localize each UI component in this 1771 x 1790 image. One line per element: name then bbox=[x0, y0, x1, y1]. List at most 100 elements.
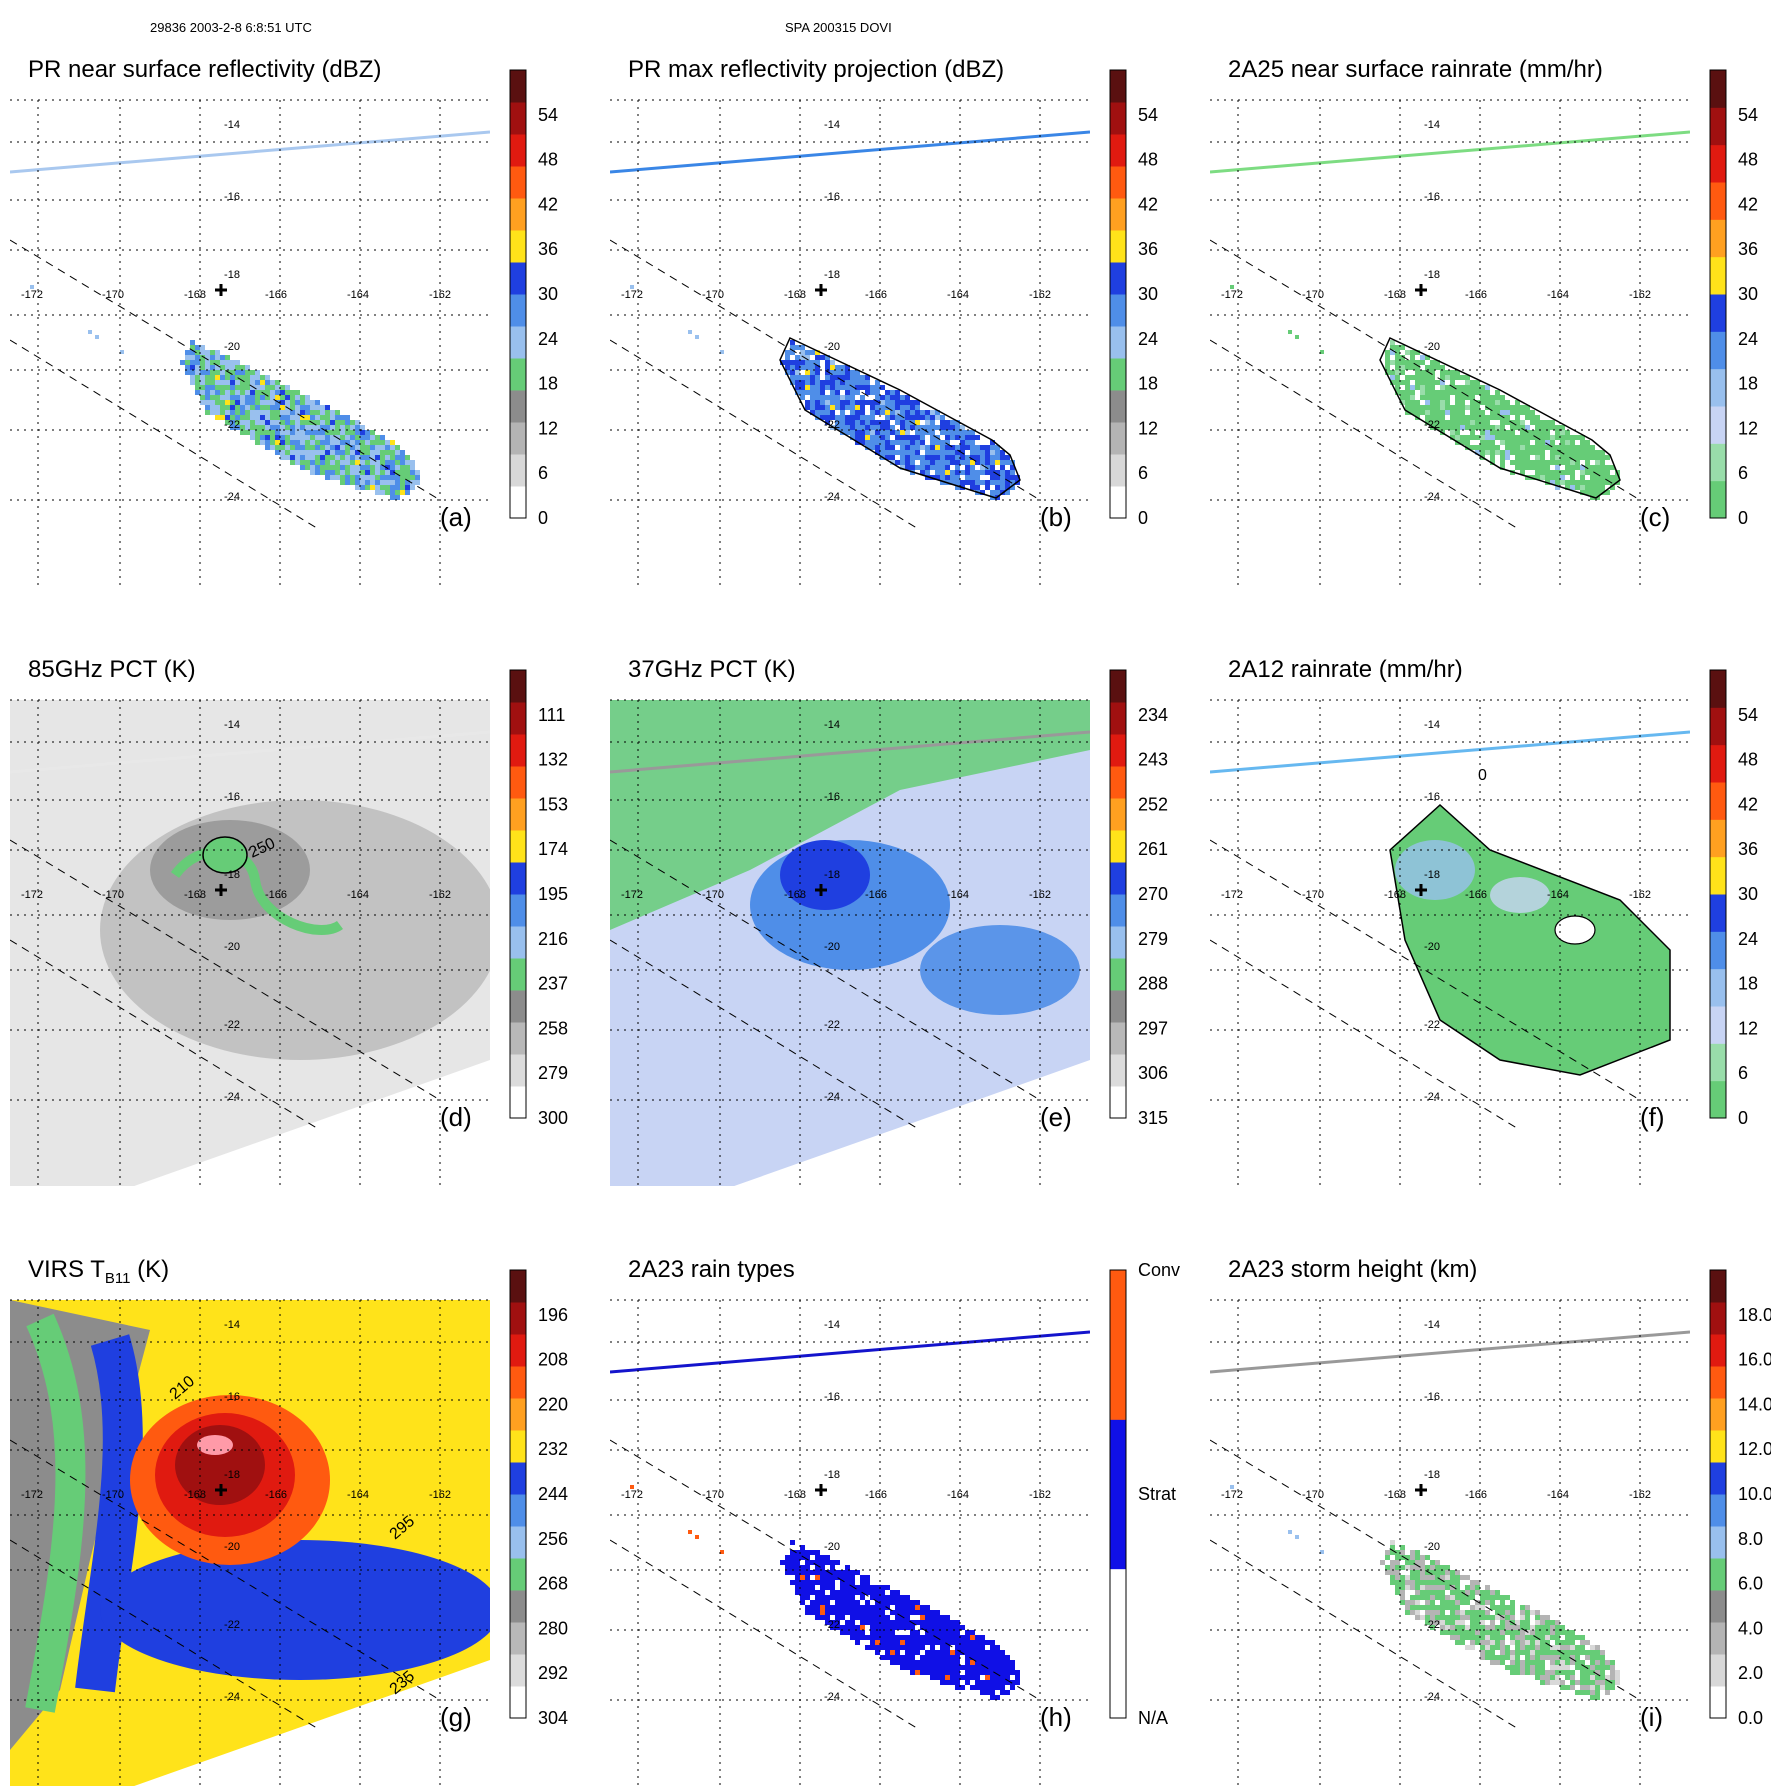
chart-svg: -172 -170 -168 -166 -164 -162-14-16-18-20-22-… bbox=[10, 669, 568, 1186]
data-pixel bbox=[895, 390, 900, 395]
data-pixel bbox=[380, 465, 385, 470]
data-pixel bbox=[250, 420, 255, 425]
data-pixel bbox=[930, 1670, 935, 1675]
data-pixel bbox=[820, 370, 825, 375]
data-pixel bbox=[185, 350, 190, 355]
data-pixel bbox=[1505, 1600, 1510, 1605]
data-pixel bbox=[1465, 1585, 1470, 1590]
data-pixel bbox=[895, 425, 900, 430]
colorbar-tick-label: 48 bbox=[1138, 150, 1158, 170]
data-pixel bbox=[1005, 1675, 1010, 1680]
data-pixel bbox=[1515, 1610, 1520, 1615]
data-pixel bbox=[1545, 1675, 1550, 1680]
data-pixel bbox=[315, 470, 320, 475]
data-pixel bbox=[945, 415, 950, 420]
data-pixel bbox=[935, 1620, 940, 1625]
data-pixel bbox=[990, 480, 995, 485]
data-pixel bbox=[1495, 450, 1500, 455]
data-pixel bbox=[920, 465, 925, 470]
data-pixel bbox=[1470, 1640, 1475, 1645]
data-pixel bbox=[1410, 1595, 1415, 1600]
data-pixel bbox=[875, 410, 880, 415]
lon-tick-label: -168 bbox=[784, 1489, 806, 1501]
data-pixel bbox=[1445, 410, 1450, 415]
data-pixel bbox=[1560, 1680, 1565, 1685]
data-pixel bbox=[210, 380, 215, 385]
colorbar-segment bbox=[1710, 1334, 1726, 1367]
data-pixel bbox=[855, 375, 860, 380]
data-pixel bbox=[1415, 350, 1420, 355]
data-pixel bbox=[920, 1630, 925, 1635]
data-pixel bbox=[875, 1625, 880, 1630]
data-pixel bbox=[965, 1670, 970, 1675]
colorbar-segment bbox=[1110, 926, 1126, 959]
data-pixel bbox=[215, 350, 220, 355]
data-pixel bbox=[1560, 1640, 1565, 1645]
data-pixel bbox=[1420, 390, 1425, 395]
colorbar-segment bbox=[1110, 454, 1126, 487]
data-pixel bbox=[295, 445, 300, 450]
data-pixel bbox=[1545, 425, 1550, 430]
data-pixel bbox=[950, 420, 955, 425]
data-pixel bbox=[875, 1615, 880, 1620]
data-pixel bbox=[1585, 480, 1590, 485]
data-pixel bbox=[1560, 440, 1565, 445]
data-pixel bbox=[920, 435, 925, 440]
data-pixel bbox=[290, 445, 295, 450]
data-pixel bbox=[380, 460, 385, 465]
data-pixel bbox=[1405, 365, 1410, 370]
data-pixel bbox=[345, 455, 350, 460]
data-pixel bbox=[1395, 1560, 1400, 1565]
data-pixel bbox=[855, 1595, 860, 1600]
data-pixel bbox=[925, 1645, 930, 1650]
colorbar-segment bbox=[1710, 1366, 1726, 1399]
data-pixel bbox=[1505, 1645, 1510, 1650]
data-pixel bbox=[205, 355, 210, 360]
data-pixel bbox=[920, 1665, 925, 1670]
lon-tick-label: -164 bbox=[1547, 889, 1569, 901]
colorbar-segment bbox=[1110, 1054, 1126, 1087]
data-pixel bbox=[1395, 350, 1400, 355]
data-pixel bbox=[1540, 1680, 1545, 1685]
data-pixel bbox=[935, 445, 940, 450]
data-pixel bbox=[860, 1575, 865, 1580]
data-pixel bbox=[1520, 455, 1525, 460]
data-pixel bbox=[1555, 425, 1560, 430]
data-pixel bbox=[1395, 1545, 1400, 1550]
data-pixel bbox=[1435, 385, 1440, 390]
data-pixel bbox=[320, 445, 325, 450]
data-pixel bbox=[915, 400, 920, 405]
data-pixel bbox=[980, 1675, 985, 1680]
data-pixel bbox=[405, 460, 410, 465]
data-pixel bbox=[810, 365, 815, 370]
data-pixel bbox=[1585, 450, 1590, 455]
data-pixel bbox=[1545, 1660, 1550, 1665]
data-pixel bbox=[1510, 1640, 1515, 1645]
data-pixel bbox=[910, 410, 915, 415]
data-pixel bbox=[1405, 405, 1410, 410]
data-pixel bbox=[1565, 480, 1570, 485]
data-pixel bbox=[1475, 405, 1480, 410]
data-pixel bbox=[190, 365, 195, 370]
data-pixel bbox=[1565, 1650, 1570, 1655]
data-pixel bbox=[795, 390, 800, 395]
data-pixel bbox=[1010, 470, 1015, 475]
data-pixel bbox=[940, 440, 945, 445]
data-pixel bbox=[1540, 1665, 1545, 1670]
data-pixel bbox=[225, 385, 230, 390]
data-pixel bbox=[1435, 1575, 1440, 1580]
data-pixel bbox=[1405, 1585, 1410, 1590]
data-pixel bbox=[1460, 440, 1465, 445]
data-pixel bbox=[390, 495, 395, 500]
data-pixel bbox=[820, 1605, 825, 1610]
data-pixel bbox=[1410, 1570, 1415, 1575]
data-pixel bbox=[905, 460, 910, 465]
data-pixel bbox=[1400, 1585, 1405, 1590]
data-pixel bbox=[1000, 1650, 1005, 1655]
data-pixel bbox=[835, 365, 840, 370]
data-pixel bbox=[840, 1570, 845, 1575]
data-pixel bbox=[1565, 470, 1570, 475]
data-pixel bbox=[840, 375, 845, 380]
data-pixel bbox=[1015, 475, 1020, 480]
data-pixel bbox=[1465, 435, 1470, 440]
